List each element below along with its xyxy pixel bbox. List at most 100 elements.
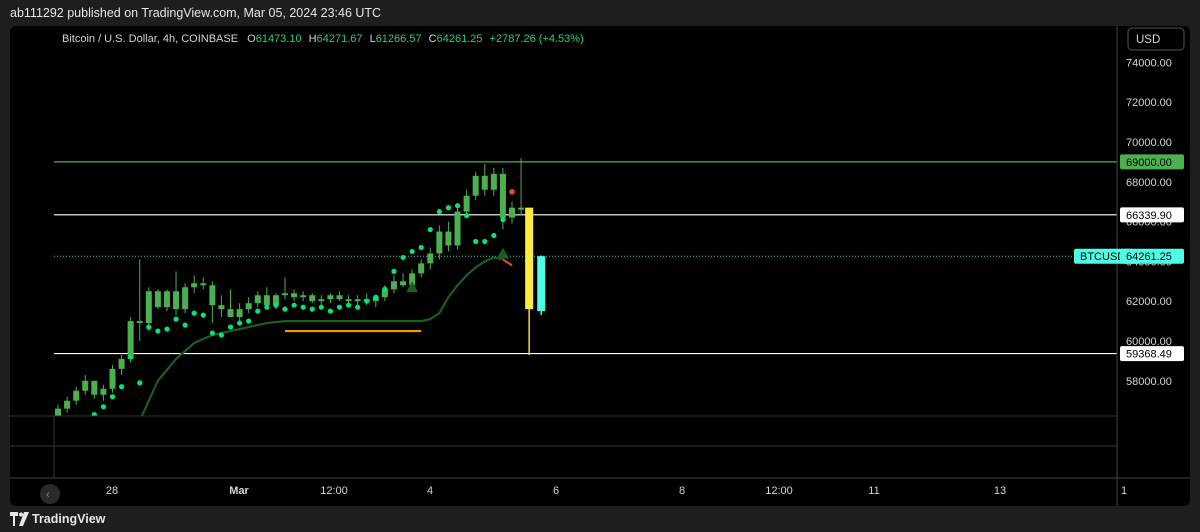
trailing-dot	[137, 380, 143, 386]
publish-info-bar: ab111292 published on TradingView.com, M…	[0, 0, 1200, 26]
trailing-dot	[237, 320, 243, 326]
footer-brand: TradingView	[32, 512, 106, 526]
trailing-dot	[436, 209, 442, 215]
trailing-dot	[427, 226, 433, 233]
trailing-dot	[291, 302, 297, 308]
trailing-dot	[482, 238, 488, 245]
candle-body	[381, 289, 388, 298]
chart-frame[interactable]: 58000.0060000.0062000.0064000.0066000.00…	[10, 26, 1190, 506]
legend-open: 61473.10	[256, 33, 302, 45]
tradingview-logo-icon	[10, 512, 29, 526]
candle-body	[64, 400, 71, 409]
price-tick-label: 68000.00	[1126, 177, 1172, 189]
trailing-dot	[464, 213, 470, 219]
trailing-dot	[409, 248, 415, 255]
price-tick-label: 58000.00	[1126, 376, 1172, 388]
candle-body	[336, 295, 343, 300]
trailing-dot	[382, 286, 388, 292]
price-tick-label: 70000.00	[1126, 137, 1172, 149]
time-tick-label: 6	[553, 485, 559, 497]
candle-body	[263, 295, 270, 306]
candle-body	[390, 281, 397, 290]
price-level-label: 66339.90	[1126, 210, 1172, 222]
candle-body	[127, 321, 134, 359]
candle-body	[518, 207, 525, 210]
price-tick-label: 74000.00	[1126, 57, 1172, 69]
trailing-dot	[173, 316, 179, 322]
candle-body	[418, 263, 425, 274]
candle-body	[282, 293, 288, 296]
horizontal-levels	[54, 161, 1117, 355]
price-level-label-bg	[1120, 154, 1184, 170]
trailing-dot	[155, 328, 161, 334]
candle-body	[191, 283, 198, 288]
indicator-overlay	[91, 188, 515, 416]
currency-button[interactable]: USD	[1127, 27, 1185, 51]
trailing-dot	[200, 312, 206, 318]
price-tick-label: 72000.00	[1126, 97, 1172, 109]
trailing-dot	[418, 244, 424, 251]
trailing-dot	[118, 384, 125, 390]
last-price-label-bg	[1120, 248, 1184, 264]
candle-body	[73, 390, 80, 401]
trailing-dot	[400, 254, 406, 261]
candle-body	[409, 273, 416, 286]
scroll-left-button[interactable]: ‹	[40, 484, 60, 504]
trailing-dot	[109, 394, 116, 400]
legend-close-label: C	[429, 33, 437, 45]
trailing-dot	[164, 326, 170, 332]
candle-body	[427, 253, 434, 264]
candle-body	[145, 291, 152, 324]
trailing-dot	[218, 332, 225, 338]
last-price-symbol-bg	[1074, 248, 1134, 264]
trend-line	[140, 256, 504, 416]
trailing-dot	[445, 205, 452, 211]
trailing-dot	[473, 238, 479, 245]
candle-body	[245, 303, 252, 310]
trailing-dot	[264, 304, 270, 310]
candle-body	[309, 295, 316, 302]
trend-line-red-end	[502, 258, 513, 267]
currency-label: USD	[1136, 34, 1160, 46]
trailing-dot	[454, 203, 461, 209]
candle-body	[354, 299, 361, 302]
candle-body	[436, 231, 443, 254]
candle-body	[490, 173, 497, 190]
trailing-dot	[282, 306, 288, 312]
candle-body	[218, 305, 225, 310]
legend-high-label: H	[309, 33, 317, 45]
price-chart[interactable]: 58000.0060000.0062000.0064000.0066000.00…	[10, 26, 1190, 506]
trailing-dot	[246, 318, 252, 324]
time-tick-label: Mar	[229, 485, 249, 497]
trailing-dot	[128, 354, 134, 360]
price-level-label: 69000.00	[1126, 157, 1172, 169]
trailing-dot	[336, 304, 343, 310]
time-tick-label: 1	[1121, 485, 1127, 497]
trailing-dot	[146, 324, 152, 330]
candle-body	[509, 207, 515, 218]
candle-body	[254, 295, 261, 304]
trailing-dot	[309, 306, 315, 312]
time-tick-label: 8	[679, 485, 685, 497]
price-level-label-bg	[1120, 207, 1184, 223]
level-labels: 69000.00 66339.90 59368.49 BTCUSD 64261.25	[1074, 154, 1184, 362]
cyan-candle-body	[537, 256, 546, 312]
time-axis[interactable]: 28 Mar 12:00 4 6 8 12:00 11 13 1	[106, 485, 1127, 497]
legend-line: Bitcoin / U.S. Dollar, 4h, COINBASE O614…	[62, 33, 584, 45]
candle-body	[445, 231, 452, 246]
price-axis[interactable]: 58000.0060000.0062000.0064000.0066000.00…	[1126, 57, 1172, 387]
candle-body	[327, 295, 334, 300]
time-tick-label: 28	[106, 485, 118, 497]
candle-body	[136, 321, 143, 324]
legend-change: +2787.26 (+4.53%)	[490, 33, 584, 45]
last-price-label: 64261.25	[1126, 251, 1172, 263]
candle-body	[481, 175, 488, 190]
red-signal-dot	[509, 188, 515, 195]
candle-body	[55, 408, 61, 416]
candle-body	[454, 211, 461, 246]
time-tick-label: 13	[994, 485, 1006, 497]
price-level-label-bg	[1120, 346, 1184, 362]
time-tick-label: 12:00	[765, 485, 793, 497]
candle-body	[345, 299, 352, 302]
candle-body	[100, 388, 107, 395]
